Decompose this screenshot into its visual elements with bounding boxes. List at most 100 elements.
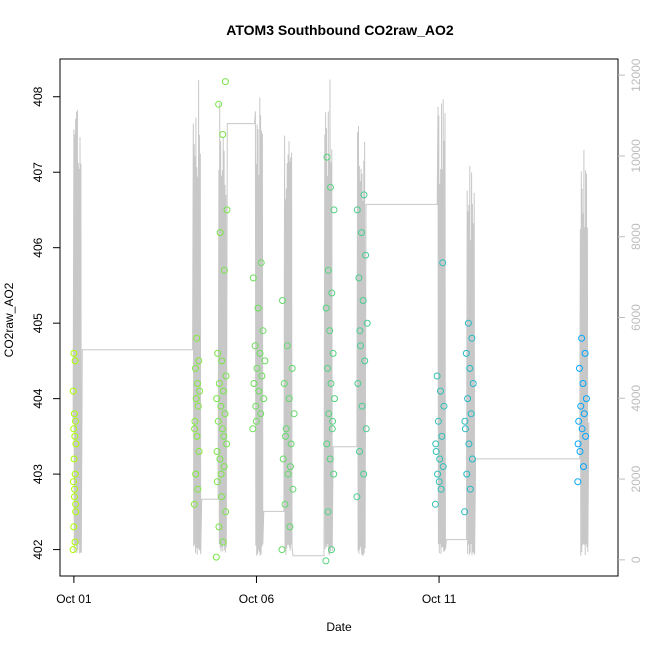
data-point <box>468 334 476 342</box>
data-point <box>466 364 474 372</box>
data-point <box>329 349 337 357</box>
data-point <box>329 417 337 425</box>
data-point <box>192 395 200 403</box>
data-point <box>72 500 80 508</box>
x-tick-label: Oct 06 <box>239 592 275 606</box>
data-point <box>467 410 475 418</box>
data-point <box>223 206 231 214</box>
data-point <box>437 387 444 395</box>
data-point <box>219 131 227 138</box>
data-point <box>249 425 257 433</box>
data-point <box>213 395 221 403</box>
data-point <box>287 440 295 448</box>
data-point <box>257 259 265 267</box>
data-point <box>326 327 334 335</box>
data-point <box>289 485 297 493</box>
data-point <box>258 372 266 380</box>
co2-line-series <box>72 79 590 557</box>
data-point <box>359 297 367 304</box>
x-tick-label: Oct 11 <box>422 592 457 606</box>
data-point <box>284 470 292 478</box>
y-axis-label: CO2raw_AO2 <box>2 282 16 357</box>
data-point <box>254 304 262 312</box>
data-point <box>438 432 446 440</box>
data-point <box>257 410 265 418</box>
data-point <box>215 100 223 108</box>
data-point <box>278 546 286 554</box>
data-point <box>213 478 221 486</box>
data-point <box>434 417 442 425</box>
data-point <box>288 364 296 372</box>
data-point <box>259 327 267 335</box>
data-point <box>356 448 363 455</box>
data-point <box>324 508 332 516</box>
data-point <box>328 546 335 554</box>
data-point <box>222 372 230 380</box>
x-axis-label: Date <box>326 620 352 634</box>
data-point <box>290 410 298 418</box>
data-point <box>215 380 223 387</box>
data-point <box>214 417 222 425</box>
data-point <box>282 432 289 440</box>
data-point <box>466 485 474 493</box>
data-point <box>220 266 228 274</box>
data-point <box>435 478 443 486</box>
data-point <box>439 259 447 267</box>
data-point <box>251 342 259 350</box>
y-tick-label: 402 <box>31 539 45 559</box>
data-point <box>464 395 472 403</box>
data-point <box>212 553 220 561</box>
data-point <box>469 380 477 387</box>
data-point <box>574 440 582 448</box>
y-tick-label: 407 <box>31 162 45 182</box>
data-point <box>465 440 473 448</box>
data-point <box>322 557 330 565</box>
data-point <box>280 380 288 387</box>
data-point <box>353 493 361 501</box>
data-point <box>213 448 221 455</box>
data-point <box>255 387 263 395</box>
data-point <box>250 380 258 387</box>
data-point <box>434 470 442 478</box>
data-point <box>578 425 586 433</box>
data-point <box>252 402 260 410</box>
data-point <box>215 523 223 531</box>
y-tick-label: 406 <box>31 237 45 257</box>
y-tick-label: 404 <box>31 388 45 408</box>
data-point <box>214 349 222 357</box>
data-point <box>356 327 364 335</box>
data-point <box>328 289 336 297</box>
data-point <box>249 274 257 282</box>
data-point <box>358 402 366 410</box>
data-point <box>461 425 469 433</box>
data-point <box>193 334 201 342</box>
data-point <box>325 410 333 418</box>
y2-tick-label: 10000 <box>629 139 643 173</box>
data-point <box>253 364 261 372</box>
data-point <box>581 349 589 357</box>
plot-frame <box>59 58 619 577</box>
data-point <box>358 229 365 237</box>
data-point <box>330 470 338 478</box>
data-point <box>69 387 77 395</box>
data-point <box>217 470 225 478</box>
co2-line-path <box>72 79 590 557</box>
data-point <box>575 417 583 425</box>
y2-tick-label: 2000 <box>629 465 643 492</box>
data-point <box>221 410 229 418</box>
data-point <box>462 349 470 357</box>
data-point <box>353 206 361 214</box>
data-point <box>461 417 469 425</box>
data-point <box>72 440 80 448</box>
data-point <box>574 478 582 486</box>
y2-tick-label: 6000 <box>629 304 643 331</box>
data-point <box>221 78 229 86</box>
data-point <box>71 538 79 546</box>
data-point <box>461 508 469 516</box>
co2-point-series <box>69 78 590 565</box>
data-point <box>195 357 203 365</box>
data-point <box>286 523 294 531</box>
y2-tick-label: 12000 <box>629 58 643 92</box>
data-point <box>326 455 334 463</box>
